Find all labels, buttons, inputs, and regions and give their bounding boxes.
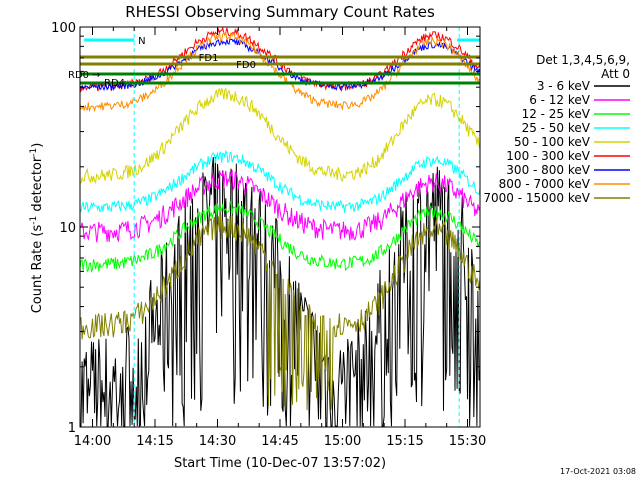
y-tick-label-1: 1 xyxy=(68,421,76,436)
series-line-8 xyxy=(80,30,480,113)
timestamp-stamp: 17-Oct-2021 03:08 xyxy=(560,467,636,476)
x-tick-label-1: 14:00 xyxy=(74,434,111,449)
flag-label-n: N xyxy=(138,36,145,47)
series-line-5 xyxy=(80,87,480,185)
legend-header-line2: Att 0 xyxy=(601,67,630,81)
legend-label-4: 25 - 50 keV xyxy=(522,121,591,135)
series-line-1 xyxy=(80,156,480,427)
legend-label-2: 6 - 12 keV xyxy=(529,93,591,107)
flag-label-fd0: FD0 xyxy=(236,60,256,71)
flag-label-fd1: FD1 xyxy=(199,53,219,64)
series-line-4 xyxy=(80,150,480,214)
y-tick-label-2: 10 xyxy=(59,221,76,236)
legend-label-6: 100 - 300 keV xyxy=(506,149,590,163)
x-axis-label: Start Time (10-Dec-07 13:57:02) xyxy=(174,456,386,471)
x-tick-label-6: 15:15 xyxy=(386,434,423,449)
x-tick-label-2: 14:15 xyxy=(136,434,173,449)
flag-arrow-rd0: → xyxy=(92,70,100,81)
legend-label-9: 7000 - 15000 keV xyxy=(483,191,590,205)
legend-header-line1: Det 1,3,4,5,6,9, xyxy=(536,53,630,67)
x-tick-label-4: 14:45 xyxy=(261,434,298,449)
axes-layer: 14:00 14:15 14:30 14:45 15:00 15:15 15:30 1 10 10… xyxy=(51,21,486,449)
legend-label-7: 300 - 800 keV xyxy=(506,163,590,177)
x-tick-label-5: 15:00 xyxy=(324,434,361,449)
x-tick-label-7: 15:30 xyxy=(449,434,486,449)
flag-layer: N FD1 FD0 RD0 RD4 → xyxy=(68,27,480,427)
series-line-9 xyxy=(80,214,480,411)
legend-label-8: 800 - 7000 keV xyxy=(499,177,591,191)
x-tick-label-3: 14:30 xyxy=(199,434,236,449)
legend-label-5: 50 - 100 keV xyxy=(514,135,591,149)
series-layer xyxy=(80,27,480,427)
chart-title: RHESSI Observing Summary Count Rates xyxy=(125,3,435,21)
series-line-3 xyxy=(80,201,480,274)
series-line-2 xyxy=(80,169,480,243)
legend-label-1: 3 - 6 keV xyxy=(537,79,591,93)
y-tick-label-3: 100 xyxy=(51,21,76,36)
flag-label-rd4: RD4 xyxy=(104,78,125,89)
flag-label-rd0: RD0 xyxy=(68,70,89,81)
legend-label-3: 12 - 25 keV xyxy=(522,107,591,121)
y-axis-label: Count Rate (s-1 detector-1) xyxy=(29,143,45,314)
